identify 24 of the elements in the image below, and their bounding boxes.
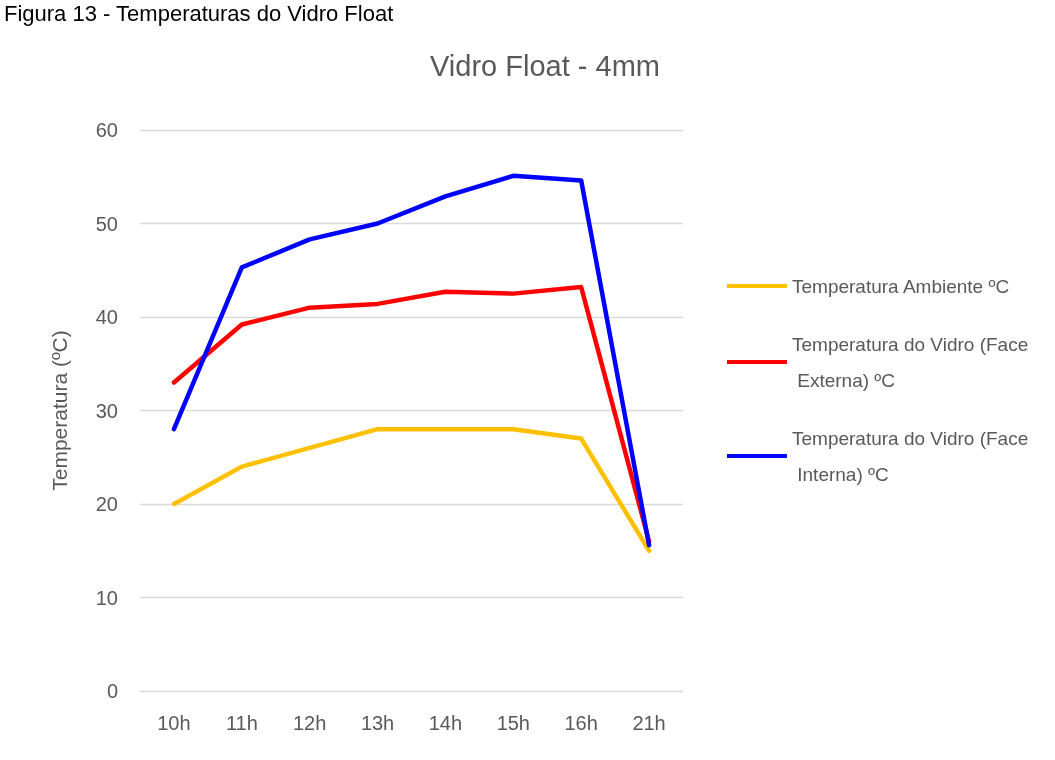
y-tick-label: 10 <box>95 586 118 609</box>
x-tick-label: 12h <box>293 712 327 734</box>
y-axis-title: Temperatura (ºC) <box>48 330 71 491</box>
y-tick-label: 0 <box>106 680 118 702</box>
line-series <box>171 426 652 553</box>
y-tick-label: 20 <box>95 493 118 515</box>
line-series <box>171 284 652 544</box>
y-tick-label: 50 <box>95 212 118 235</box>
line-series <box>171 173 652 548</box>
y-tick-label: 60 <box>95 119 118 141</box>
x-tick-label: 21h <box>632 712 666 734</box>
text: Figura 13 - Temperaturas do Vidro Float <box>4 0 394 26</box>
y-tick-label: 30 <box>95 399 118 422</box>
legend-label: Temperatura Ambiente ºC <box>792 275 1010 297</box>
x-tick-label: 14h <box>428 712 463 734</box>
y-tick-label: 40 <box>95 306 118 328</box>
x-tick-label: 11h <box>225 712 258 734</box>
x-tick-label: 15h <box>496 712 530 734</box>
chart-title: Vidro Float - 4mm <box>430 49 660 82</box>
x-tick-label: 10h <box>157 712 191 734</box>
legend-label: Temperatura do Vidro (Face Interna) ºC <box>792 427 1029 485</box>
legend-label: Temperatura do Vidro (Face Externa) ºC <box>792 333 1029 391</box>
x-tick-label: 13h <box>360 712 395 734</box>
x-tick-label: 16h <box>564 712 598 734</box>
